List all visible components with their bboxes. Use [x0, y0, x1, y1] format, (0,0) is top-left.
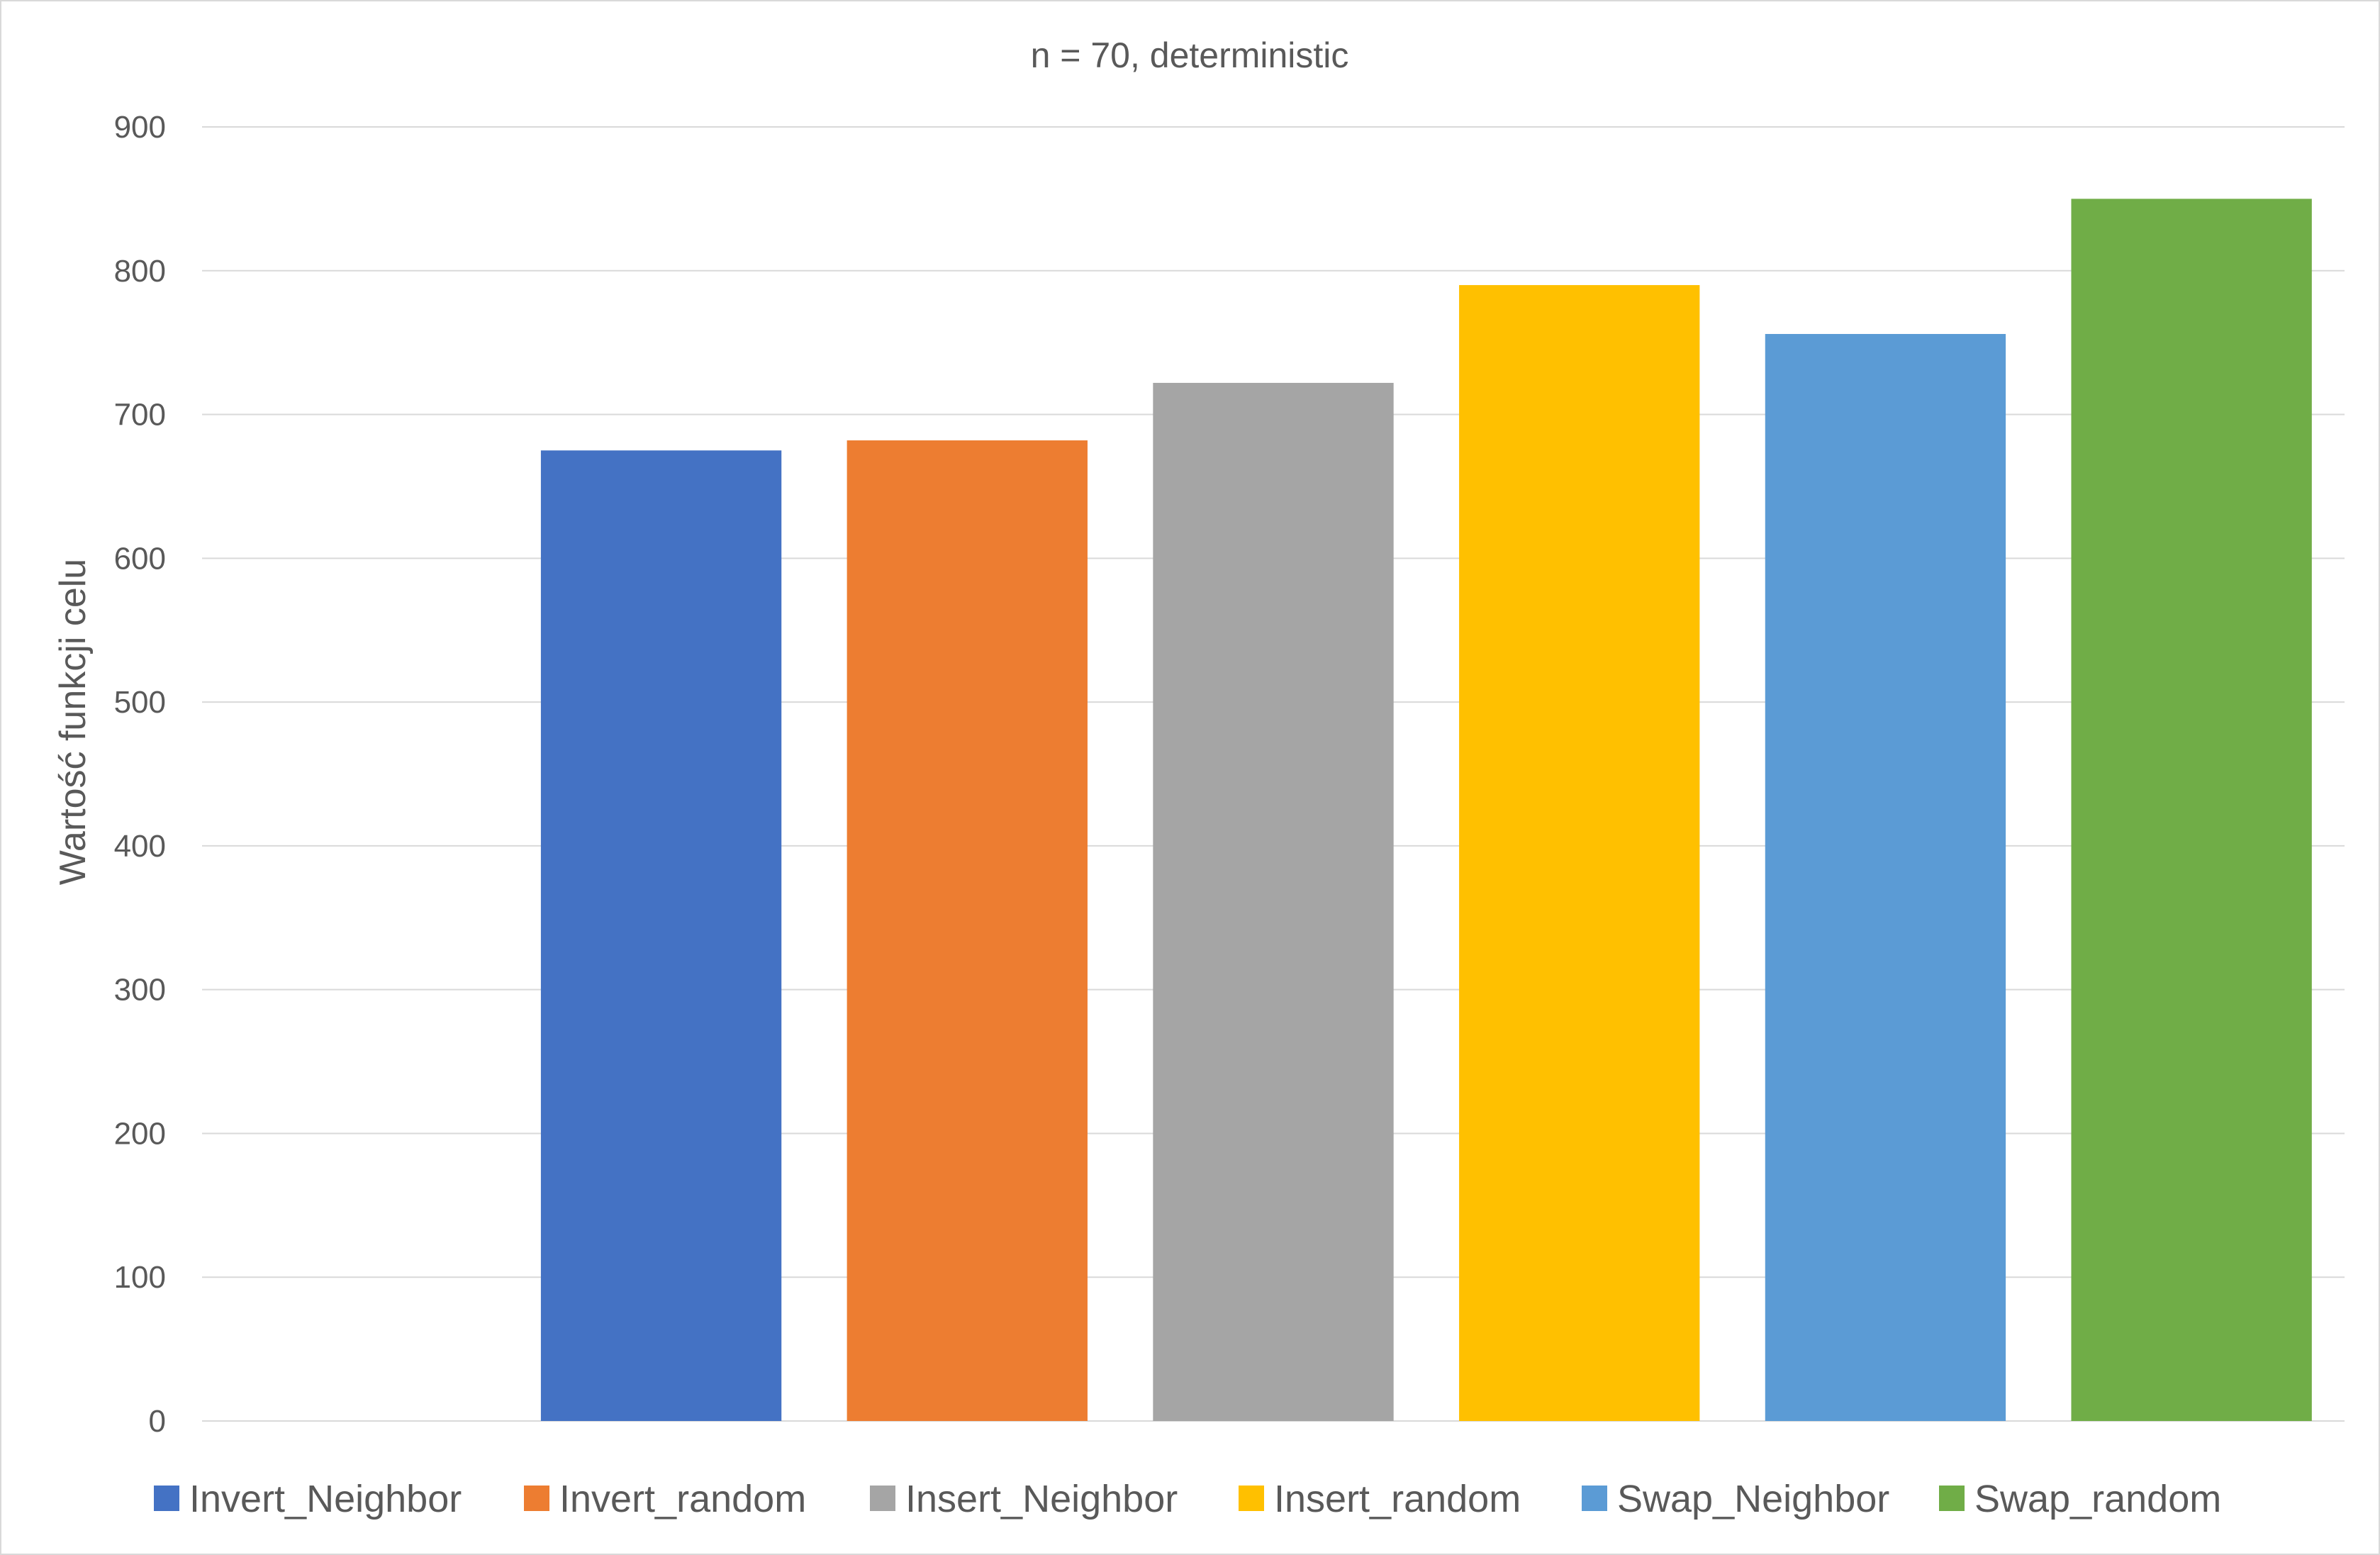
bar-insert-neighbor — [1153, 382, 1394, 1421]
legend-label: Insert_random — [1274, 1478, 1521, 1520]
bar-invert-neighbor — [540, 450, 782, 1421]
y-axis-ticks: 0 100 200 300 400 500 600 700 800 900 — [114, 110, 166, 1439]
legend-label: Invert_random — [559, 1478, 806, 1520]
y-tick-label: 900 — [114, 110, 166, 145]
y-tick-label: 0 — [149, 1404, 166, 1439]
y-tick-label: 600 — [114, 541, 166, 576]
y-tick-label: 800 — [114, 254, 166, 289]
legend-label: Swap_random — [1974, 1478, 2221, 1520]
legend-swatch — [1239, 1486, 1264, 1511]
legend-swatch — [524, 1486, 549, 1511]
legend-swatch — [1939, 1486, 1965, 1511]
y-tick-label: 700 — [114, 398, 166, 433]
y-tick-label: 400 — [114, 829, 166, 864]
y-tick-label: 100 — [114, 1260, 166, 1295]
legend-swatch — [1582, 1486, 1607, 1511]
legend-label: Swap_Neighbor — [1617, 1478, 1889, 1520]
legend-label: Invert_Neighbor — [189, 1478, 462, 1520]
bar-invert-random — [847, 440, 1088, 1421]
y-tick-label: 200 — [114, 1116, 166, 1151]
legend-label: Insert_Neighbor — [905, 1478, 1178, 1520]
chart-title: n = 70, deterministic — [1031, 35, 1349, 75]
y-axis-label: Wartość funkcji celu — [52, 559, 94, 885]
bar-insert-random — [1459, 285, 1700, 1421]
legend-swatch — [870, 1486, 895, 1511]
legend: Invert_Neighbor Invert_random Insert_Neigh… — [154, 1478, 2221, 1520]
y-tick-label: 300 — [114, 973, 166, 1008]
y-tick-label: 500 — [114, 685, 166, 720]
bars — [540, 199, 2312, 1421]
legend-swatch — [154, 1486, 179, 1511]
bar-swap-random — [2071, 199, 2312, 1421]
bar-swap-neighbor — [1765, 334, 2006, 1421]
